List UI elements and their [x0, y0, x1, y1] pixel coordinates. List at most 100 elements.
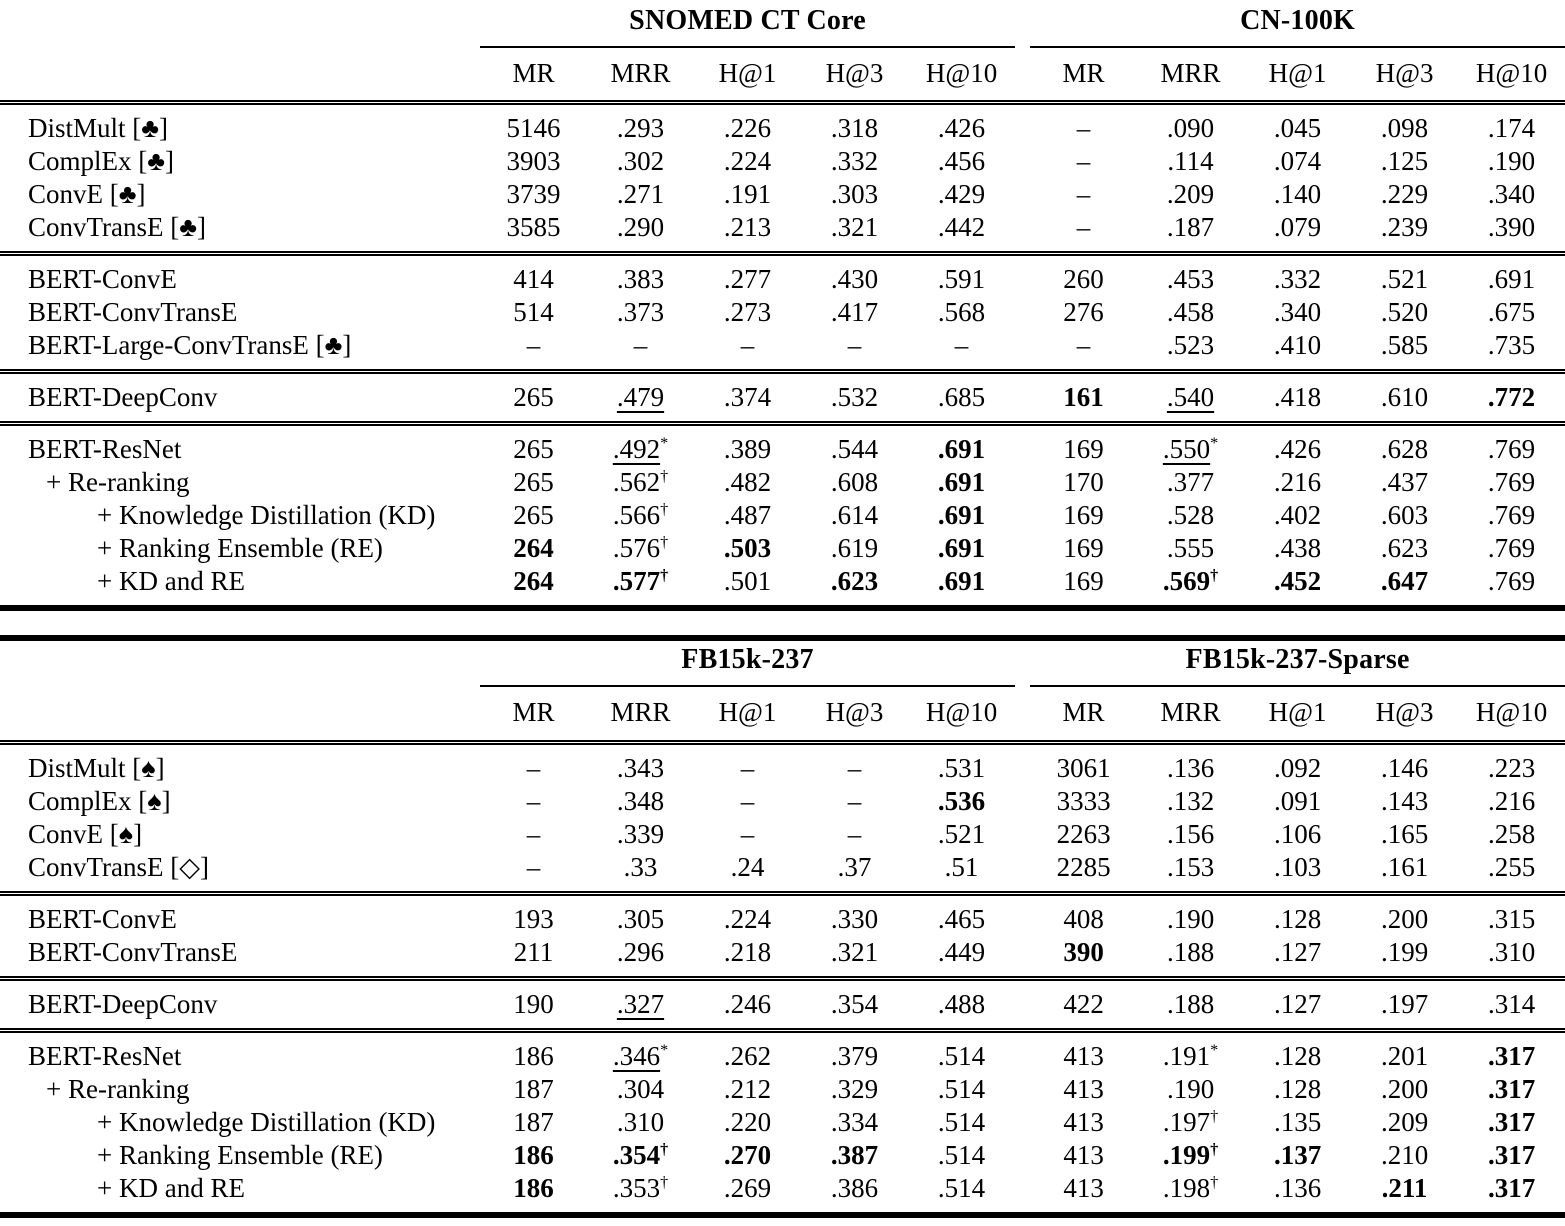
metric-value: .188 [1166, 988, 1215, 1019]
metric-value: 413 [1063, 1172, 1104, 1203]
metric-cell: .33 [587, 851, 694, 894]
metric-cell: .255 [1458, 851, 1565, 894]
metric-cell: .354 [801, 978, 908, 1030]
metric-value: .165 [1380, 818, 1429, 849]
metric-cell: .562† [587, 466, 694, 499]
metric-value: 264 [513, 566, 554, 597]
column-header: H@10 [925, 697, 998, 728]
metric-cell: .317 [1458, 1030, 1565, 1073]
metric-value: .161 [1380, 851, 1429, 882]
metric-value: .340 [1273, 297, 1322, 328]
table-row: BERT-ConvE 414 .383 .277 .430 .591 260 .453 .332… [0, 254, 1565, 297]
metric-value: .769 [1487, 434, 1536, 465]
metric-value: .492 [612, 434, 661, 465]
metric-cell: .246 [694, 978, 801, 1030]
metric-value: .691 [937, 566, 986, 597]
metric-value: .091 [1273, 785, 1322, 816]
column-gap [1015, 254, 1030, 297]
metric-cell: .348 [587, 785, 694, 818]
metric-cell: .340 [1244, 296, 1351, 329]
metric-cell: .273 [694, 296, 801, 329]
metric-value: 413 [1063, 1073, 1104, 1104]
metric-value: .735 [1487, 330, 1536, 361]
metric-value: .098 [1380, 113, 1429, 144]
metric-cell: 3903 [480, 145, 587, 178]
metric-cell: .610 [1351, 372, 1458, 424]
metric-cell: – [480, 818, 587, 851]
metric-cell: .503 [694, 532, 801, 565]
metric-cell: 190 [480, 978, 587, 1030]
bert-resnet-section: BERT-ResNet 186.346* .262.379.514 413.191*.… [0, 1030, 1565, 1215]
metric-value: .555 [1166, 533, 1215, 564]
metric-value: 265 [513, 434, 554, 465]
metric-cell: .528 [1137, 499, 1244, 532]
metric-value: .216 [1487, 785, 1536, 816]
metric-cell: 3061 [1030, 742, 1137, 785]
metric-cell: .125 [1351, 145, 1458, 178]
metric-value: .479 [616, 382, 665, 413]
metric-value: .354 [830, 988, 879, 1019]
table-header: SNOMED CT Core CN-100K MR MRR H@1 H@3 H@… [0, 2, 1565, 103]
table-row: ComplEx [♠] – .348 – – .536 3333 .132 .091 .143 .2… [0, 785, 1565, 818]
metric-value: .187 [1166, 212, 1215, 243]
metric-cell: – [1030, 145, 1137, 178]
metric-value: – [740, 330, 755, 361]
metric-cell: .550* [1137, 424, 1244, 467]
metric-value: .191 [723, 179, 772, 210]
metric-cell: – [908, 329, 1015, 372]
metric-cell: .329 [801, 1073, 908, 1106]
metric-value: .315 [1487, 903, 1536, 934]
metric-value: .079 [1273, 212, 1322, 243]
metric-value: .310 [1487, 936, 1536, 967]
metric-value: .296 [616, 936, 665, 967]
metric-cell: .270 [694, 1139, 801, 1172]
metric-value: 390 [1063, 936, 1104, 967]
metric-value: .576 [612, 533, 661, 564]
metric-value: .24 [730, 851, 765, 882]
metric-value: – [526, 818, 541, 849]
metric-value: 169 [1063, 533, 1104, 564]
column-gap [1015, 1073, 1030, 1106]
metric-value: .536 [937, 785, 986, 816]
metric-value: .514 [937, 1106, 986, 1137]
metric-value: .190 [1166, 1073, 1215, 1104]
metric-value: .127 [1273, 936, 1322, 967]
metric-cell: 414 [480, 254, 587, 297]
metric-cell: .387 [801, 1139, 908, 1172]
metric-cell: .165 [1351, 818, 1458, 851]
column-gap [1015, 1106, 1030, 1139]
metric-cell: .317 [1458, 1172, 1565, 1215]
metric-value: .210 [1380, 1139, 1429, 1170]
metric-cell: .521 [908, 818, 1015, 851]
metric-cell: .262 [694, 1030, 801, 1073]
metric-value: .379 [830, 1040, 879, 1071]
metric-value: .190 [1166, 903, 1215, 934]
metric-cell: .585 [1351, 329, 1458, 372]
model-label: + Ranking Ensemble (RE) [97, 533, 383, 564]
metric-value: .188 [1166, 936, 1215, 967]
metric-value: .532 [830, 382, 879, 413]
metric-value: .332 [830, 146, 879, 177]
table-row: + Knowledge Distillation (KD) 187 .310 .220… [0, 1106, 1565, 1139]
metric-cell: .569† [1137, 565, 1244, 608]
baseline-models-section: DistMult [♣] 5146 .293 .226 .318 .426 – .090 .04… [0, 102, 1565, 254]
metric-value: .390 [1487, 212, 1536, 243]
metric-cell: .402 [1244, 499, 1351, 532]
metric-value: .226 [723, 113, 772, 144]
metric-cell: 390 [1030, 936, 1137, 979]
metric-cell: .453 [1137, 254, 1244, 297]
metric-cell: .628 [1351, 424, 1458, 467]
metric-cell: .332 [1244, 254, 1351, 297]
metric-value: .128 [1273, 1040, 1322, 1071]
metric-value: .321 [830, 936, 879, 967]
table-row: + Ranking Ensemble (RE) 186.354† .270.387.… [0, 1139, 1565, 1172]
metric-value: .374 [723, 382, 772, 413]
metric-cell: .161 [1351, 851, 1458, 894]
metric-value: .769 [1487, 467, 1536, 498]
metric-cell: 169 [1030, 424, 1137, 467]
metric-value: .426 [937, 113, 986, 144]
column-gap [1015, 687, 1030, 742]
metric-value: .317 [1487, 1073, 1536, 1104]
metric-value: .373 [616, 297, 665, 328]
metric-value: .769 [1487, 533, 1536, 564]
